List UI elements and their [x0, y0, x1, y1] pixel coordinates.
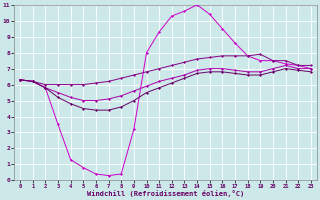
- X-axis label: Windchill (Refroidissement éolien,°C): Windchill (Refroidissement éolien,°C): [87, 190, 244, 197]
